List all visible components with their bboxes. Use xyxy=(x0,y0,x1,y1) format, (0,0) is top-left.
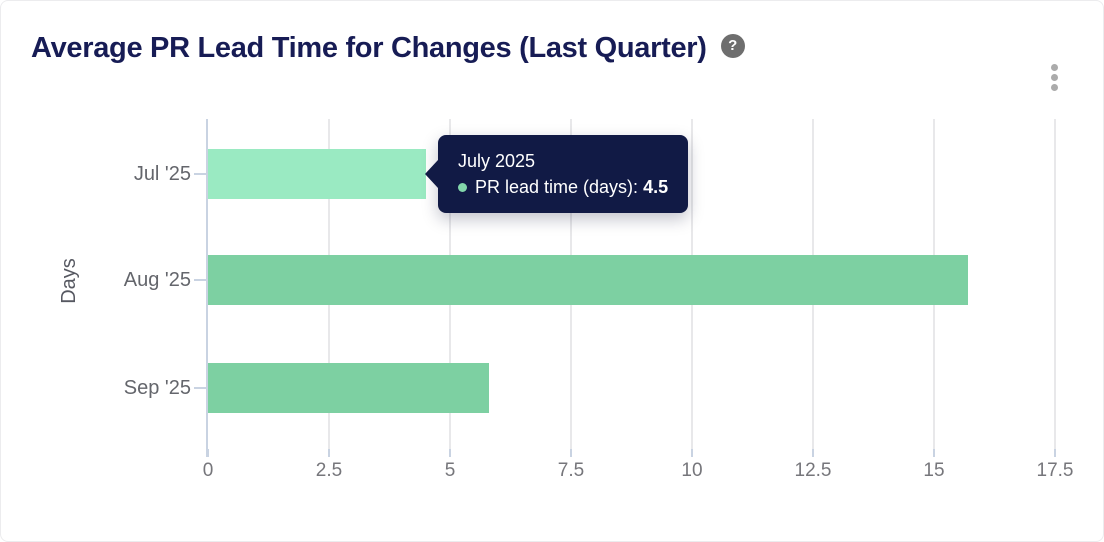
series-dot-icon xyxy=(458,182,467,192)
x-axis-tick xyxy=(933,449,935,457)
chart-title: Average PR Lead Time for Changes (Last Q… xyxy=(31,32,707,64)
bar[interactable] xyxy=(208,363,489,413)
x-axis-tick xyxy=(207,449,209,457)
x-axis-tick xyxy=(328,449,330,457)
x-axis-tick-label: 7.5 xyxy=(557,460,585,481)
y-axis-category-label: Jul '25 xyxy=(133,163,191,185)
x-axis-tick-label: 10 xyxy=(681,460,703,481)
x-axis-tick xyxy=(1054,449,1056,457)
x-axis-tick-label: 5 xyxy=(444,460,456,481)
y-axis-tick xyxy=(194,279,206,281)
x-axis-tick xyxy=(449,449,451,457)
y-axis-tick xyxy=(194,173,206,175)
x-axis-tick xyxy=(812,449,814,457)
x-axis-tick-label: 17.5 xyxy=(1036,460,1074,481)
bar[interactable] xyxy=(208,255,968,305)
x-axis-tick-label: 15 xyxy=(923,460,945,481)
x-axis-tick xyxy=(570,449,572,457)
kebab-menu-button[interactable] xyxy=(1043,59,1065,95)
bar[interactable] xyxy=(208,149,426,199)
x-axis-tick xyxy=(691,449,693,457)
x-axis-tick-label: 2.5 xyxy=(315,460,343,481)
tooltip-title: July 2025 xyxy=(458,151,536,171)
tooltip-arrow-icon xyxy=(425,160,438,188)
chart-tooltip: July 2025 PR lead time (days): 4.5 xyxy=(425,135,689,213)
kebab-dot xyxy=(1050,63,1058,71)
y-axis-category-label: Aug '25 xyxy=(123,269,191,291)
y-axis-category-label: Sep '25 xyxy=(123,377,191,399)
card-header: Average PR Lead Time for Changes (Last Q… xyxy=(31,29,1083,91)
tooltip-series-row: PR lead time (days): 4.5 xyxy=(458,174,668,200)
gridline xyxy=(1054,119,1056,449)
y-axis-tick xyxy=(194,387,206,389)
kebab-dot xyxy=(1050,73,1058,81)
help-icon[interactable]: ? xyxy=(720,34,745,58)
y-axis-line xyxy=(206,119,208,457)
x-axis-tick-label: 12.5 xyxy=(794,460,832,481)
tooltip-value: 4.5 xyxy=(643,177,669,197)
tooltip-series-label: PR lead time (days): xyxy=(475,177,639,197)
kebab-dot xyxy=(1050,83,1058,91)
x-axis-tick-label: 0 xyxy=(202,460,214,481)
